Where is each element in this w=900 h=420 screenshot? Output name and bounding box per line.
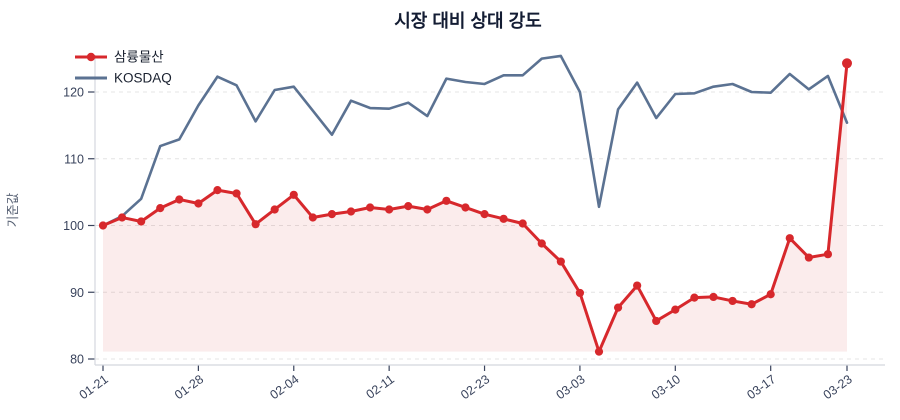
x-tick-label: 03-10 bbox=[649, 372, 683, 402]
samryung-marker bbox=[537, 239, 546, 248]
samryung-marker bbox=[461, 203, 470, 212]
y-axis-title: 기준값 bbox=[6, 192, 20, 227]
samryung-marker bbox=[385, 205, 394, 214]
samryung-marker bbox=[613, 303, 623, 312]
legend: 삼륭물산 KOSDAQ bbox=[75, 50, 172, 86]
x-tick-label: 02-11 bbox=[364, 372, 397, 402]
x-tick-label: 03-03 bbox=[554, 372, 588, 402]
legend-label-kosdaq: KOSDAQ bbox=[114, 71, 172, 86]
samryung-marker bbox=[270, 205, 279, 214]
samryung-marker bbox=[823, 250, 833, 259]
samryung-marker bbox=[594, 347, 604, 356]
samryung-marker bbox=[442, 196, 451, 205]
samryung-marker bbox=[804, 253, 813, 262]
kosdaq-line bbox=[101, 54, 849, 227]
samryung-marker bbox=[556, 257, 565, 266]
y-tick-label: 100 bbox=[63, 219, 84, 233]
y-tick-label: 120 bbox=[63, 86, 84, 100]
y-tick-label: 110 bbox=[64, 152, 84, 166]
samryung-marker bbox=[633, 281, 642, 290]
samryung-marker bbox=[652, 316, 661, 326]
samryung-marker bbox=[98, 221, 108, 230]
legend-item-kosdaq[interactable]: KOSDAQ bbox=[75, 71, 172, 86]
samryung-marker bbox=[499, 214, 508, 223]
grid-layer bbox=[95, 91, 885, 360]
samryung-marker bbox=[232, 189, 241, 198]
x-tick-label: 02-04 bbox=[267, 372, 301, 402]
samryung-marker bbox=[518, 219, 527, 228]
samryung-marker bbox=[346, 207, 356, 216]
samryung-marker bbox=[690, 293, 699, 302]
legend-label-samryungmulsan: 삼륭물산 bbox=[114, 50, 164, 65]
samryung-marker bbox=[747, 300, 756, 309]
samryung-marker bbox=[785, 234, 794, 243]
x-tick-label: 01-21 bbox=[77, 372, 111, 402]
y-tick-label: 80 bbox=[70, 353, 84, 367]
y-tick-label: 90 bbox=[70, 286, 84, 300]
samryung-marker bbox=[156, 204, 165, 213]
samryung-marker bbox=[842, 58, 852, 69]
legend-item-samryungmulsan[interactable]: 삼륭물산 bbox=[75, 50, 164, 65]
samryung-marker bbox=[137, 217, 146, 226]
samryung-marker bbox=[480, 210, 489, 219]
samryung-marker bbox=[766, 290, 775, 299]
x-tick-label: 03-17 bbox=[744, 372, 778, 402]
samryung-marker bbox=[671, 305, 680, 314]
samryung-marker bbox=[365, 203, 375, 212]
series-layer bbox=[98, 54, 852, 356]
samryung-marker bbox=[213, 186, 222, 195]
samryung-marker bbox=[251, 220, 260, 229]
samryung-marker bbox=[423, 205, 432, 214]
x-tick-label: 02-23 bbox=[458, 372, 492, 402]
samryung-marker bbox=[575, 288, 585, 298]
samryung-marker bbox=[327, 210, 337, 219]
samryung-area-fill bbox=[103, 63, 847, 352]
samryung-marker bbox=[289, 190, 298, 199]
samryung-marker bbox=[194, 199, 203, 208]
x-tick-label: 03-23 bbox=[821, 372, 855, 402]
samryung-marker bbox=[175, 195, 184, 204]
samryung-marker bbox=[308, 213, 317, 222]
chart-title: 시장 대비 상대 강도 bbox=[394, 11, 541, 31]
samryung-line bbox=[101, 61, 849, 354]
samryung-marker bbox=[404, 202, 413, 211]
samryung-marker bbox=[709, 292, 718, 302]
legend-marker-red bbox=[86, 52, 96, 62]
x-tick-label: 01-28 bbox=[172, 372, 206, 402]
samryung-marker bbox=[728, 296, 737, 306]
samryung-marker bbox=[117, 213, 127, 222]
